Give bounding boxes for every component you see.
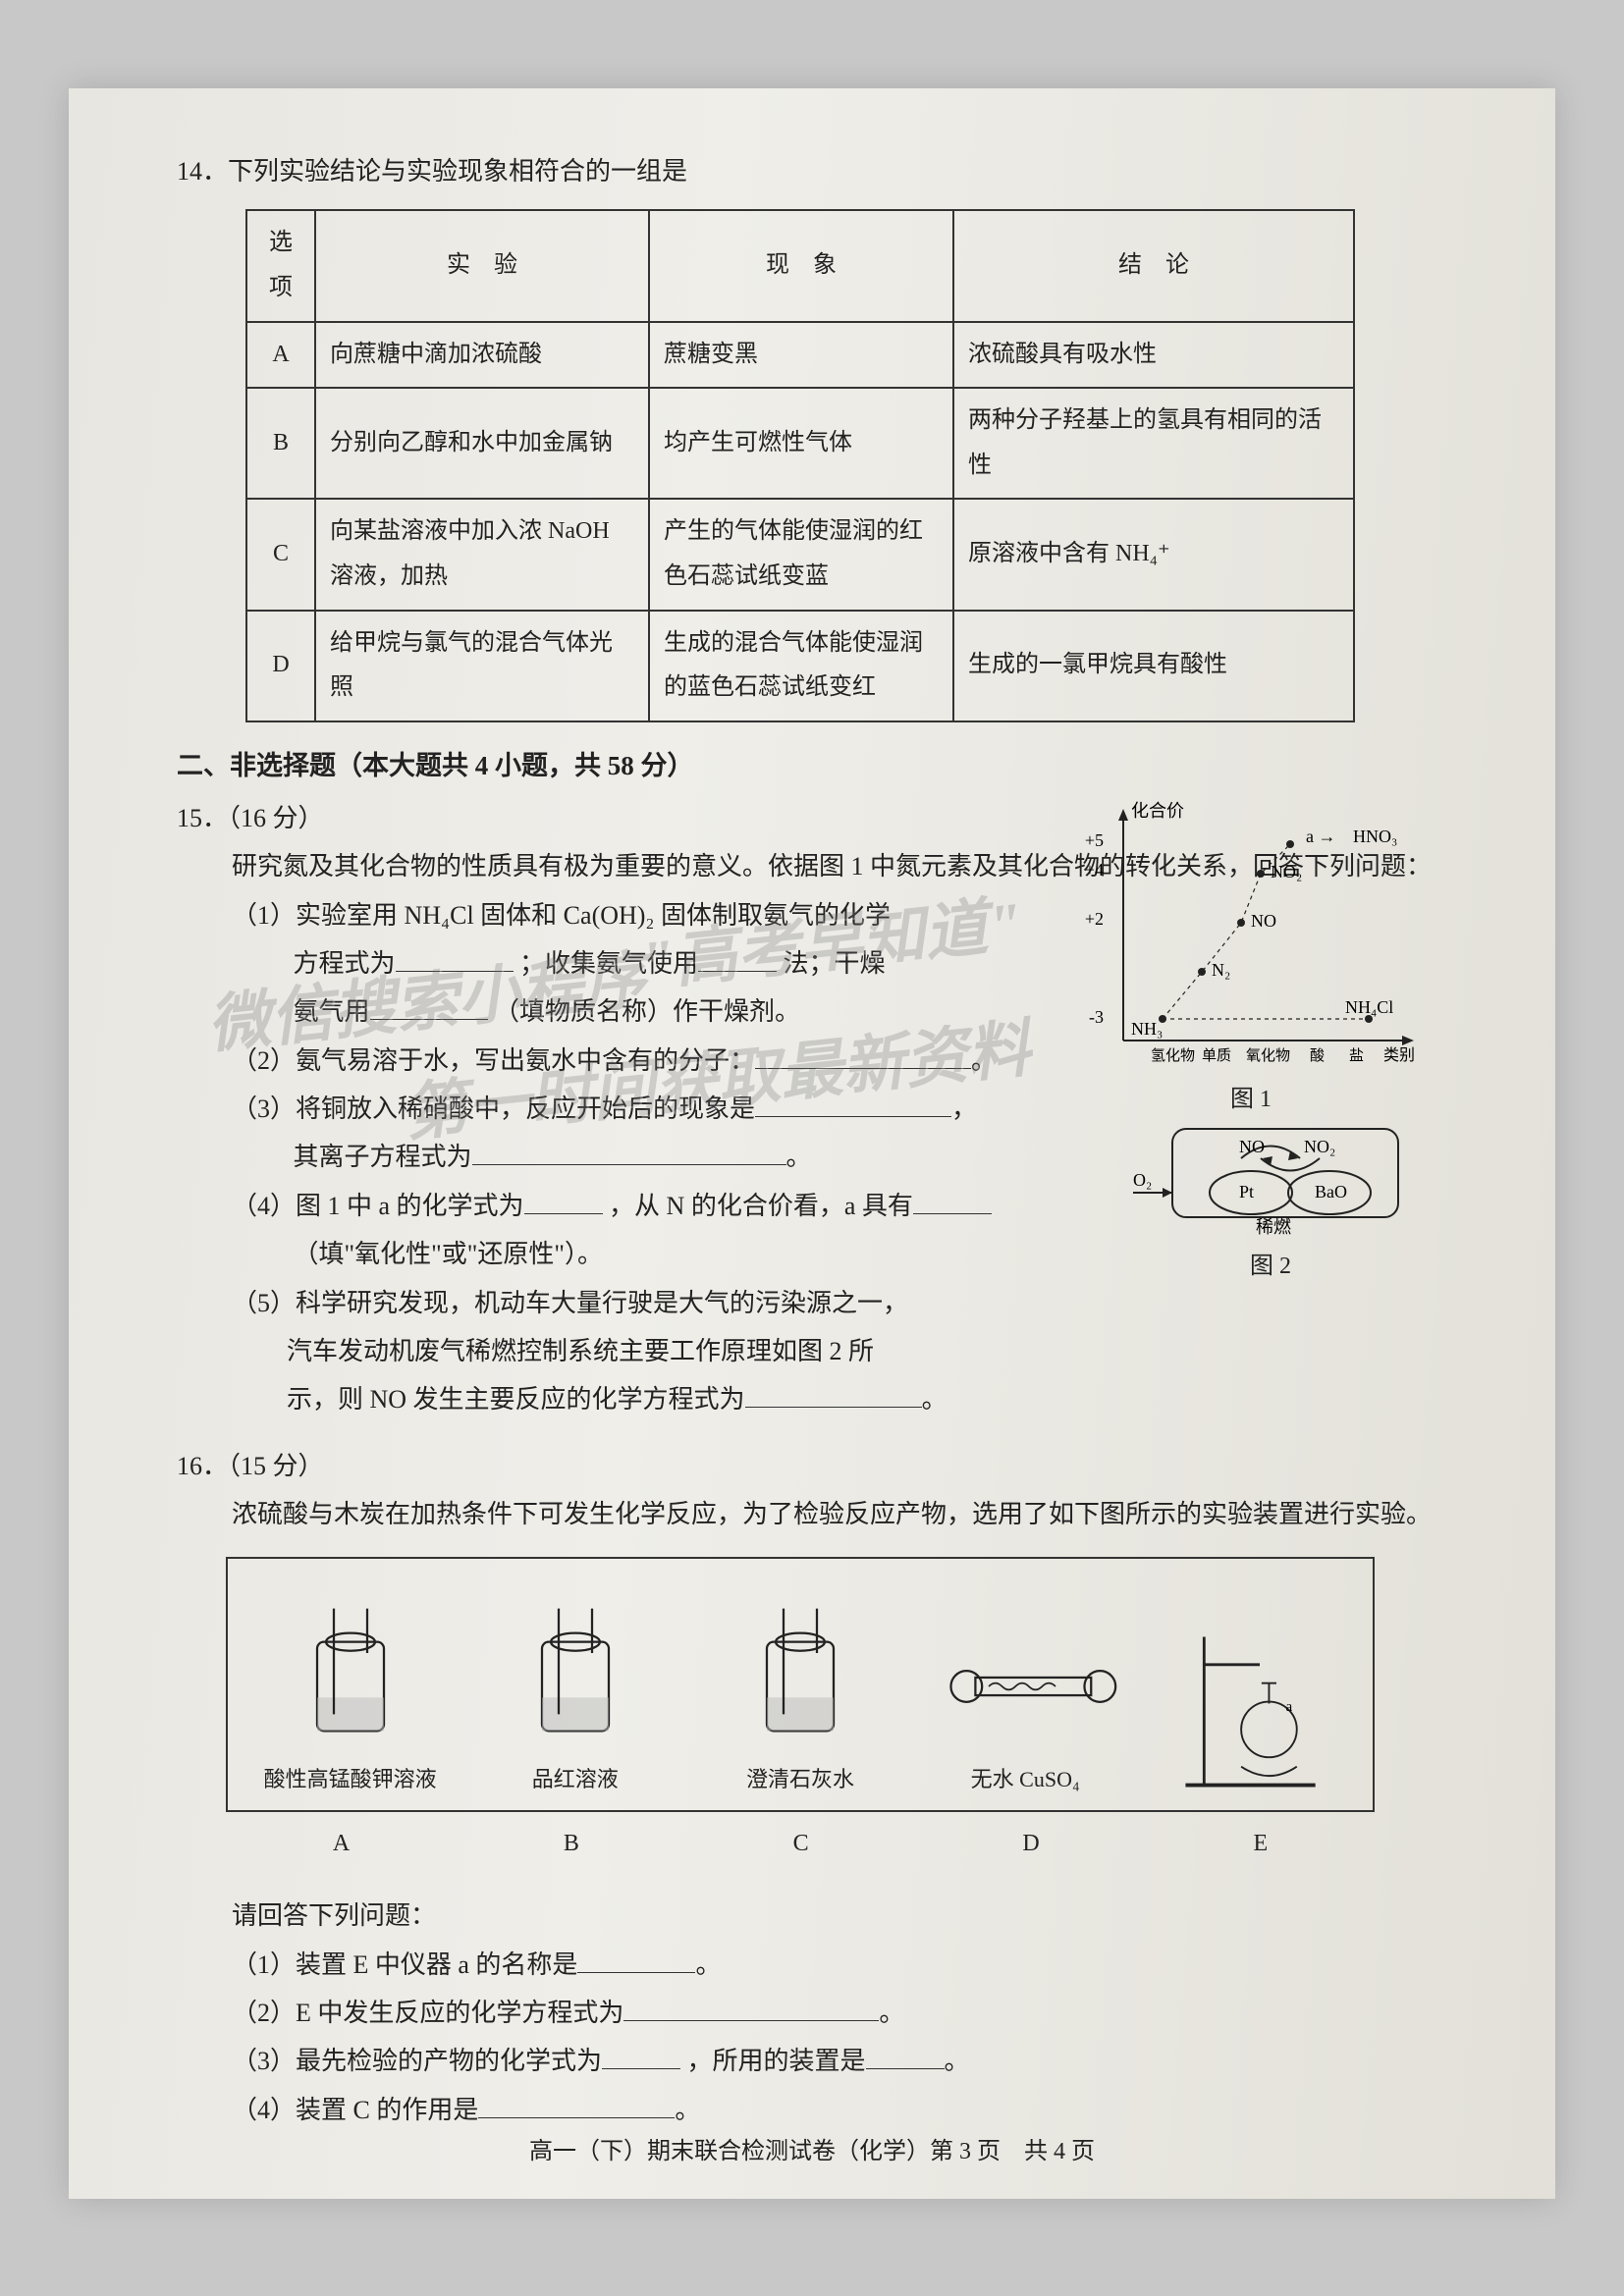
blank bbox=[698, 943, 777, 972]
question-16: 16．（15 分） 浓硫酸与木炭在加热条件下可发生化学反应，为了检验反应产物，选… bbox=[177, 1442, 1447, 2134]
blank bbox=[577, 1945, 695, 1973]
svg-text:氢化物: 氢化物 bbox=[1151, 1047, 1195, 1064]
fig1-svg: 化合价 +5 +4 +2 -3 a → HNO₃ NO₂ NO N₂ NH₃ N… bbox=[1074, 795, 1428, 1070]
q14-table: 选项 实 验 现 象 结 论 A 向蔗糖中滴加浓硫酸 蔗糖变黑 浓硫酸具有吸水性… bbox=[245, 209, 1355, 721]
table-row: B 分别向乙醇和水中加金属钠 均产生可燃性气体 两种分子羟基上的氢具有相同的活性 bbox=[246, 388, 1354, 499]
svg-text:BaO: BaO bbox=[1315, 1182, 1347, 1201]
apparatus-A: 酸性高锰酸钾溶液 bbox=[247, 1586, 454, 1800]
svg-text:NH₄Cl: NH₄Cl bbox=[1345, 997, 1393, 1017]
fig2-svg: Pt BaO NO NO₂ O₂ 稀燃 bbox=[1123, 1119, 1418, 1237]
th-exp: 实 验 bbox=[315, 210, 649, 321]
q14-number: 14． bbox=[177, 157, 228, 186]
fig1-caption: 图 1 bbox=[1074, 1079, 1428, 1113]
blank bbox=[478, 2090, 675, 2118]
table-row: A 向蔗糖中滴加浓硫酸 蔗糖变黑 浓硫酸具有吸水性 bbox=[246, 322, 1354, 389]
q16-s1: （1）装置 E 中仪器 a 的名称是。 bbox=[177, 1941, 1447, 1989]
blank bbox=[370, 992, 488, 1021]
blank bbox=[745, 1380, 922, 1409]
svg-text:a →: a → bbox=[1306, 827, 1336, 846]
th-phen: 现 象 bbox=[649, 210, 953, 321]
svg-text:稀燃: 稀燃 bbox=[1256, 1217, 1291, 1237]
blank bbox=[913, 1186, 992, 1214]
svg-text:+2: +2 bbox=[1085, 909, 1104, 929]
svg-text:盐: 盐 bbox=[1349, 1047, 1364, 1064]
blank bbox=[623, 1993, 879, 2021]
figure-2: Pt BaO NO NO₂ O₂ 稀燃 图 2 bbox=[1123, 1119, 1418, 1266]
blank bbox=[396, 943, 514, 972]
drying-tube-icon bbox=[922, 1586, 1145, 1753]
svg-text:氧化物: 氧化物 bbox=[1246, 1047, 1290, 1064]
th-opt: 选项 bbox=[246, 210, 315, 321]
q15-p2: （2）氨气易溶于水，写出氨水中含有的分子：。 bbox=[177, 1037, 1041, 1085]
blank bbox=[472, 1138, 786, 1166]
q15-p3: （3）将铜放入稀硝酸中，反应开始后的现象是， 其离子方程式为。 bbox=[177, 1085, 1041, 1182]
q15-p1: （1）实验室用 NH₄Cl 固体和 Ca(OH)₂ 固体制取氨气的化学 方程式为… bbox=[177, 891, 1041, 1037]
blank bbox=[755, 1089, 951, 1117]
table-row: C 向某盐溶液中加入浓 NaOH 溶液，加热 产生的气体能使湿润的红色石蕊试纸变… bbox=[246, 499, 1354, 610]
blank bbox=[866, 2042, 945, 2070]
blank bbox=[602, 2042, 680, 2070]
q16-s2: （2）E 中发生反应的化学方程式为。 bbox=[177, 1989, 1447, 2037]
svg-text:a: a bbox=[1285, 1699, 1292, 1715]
apparatus-B: 品红溶液 bbox=[472, 1586, 678, 1800]
q16-intro: 浓硫酸与木炭在加热条件下可发生化学反应，为了检验反应产物，选用了如下图所示的实验… bbox=[177, 1490, 1447, 1538]
q15-p5: （5）科学研究发现，机动车大量行驶是大气的污染源之一， 汽车发动机废气稀燃控制系… bbox=[177, 1279, 1041, 1424]
q16-s3: （3）最先检验的产物的化学式为 ，所用的装置是。 bbox=[177, 2037, 1447, 2085]
svg-text:HNO₃: HNO₃ bbox=[1353, 827, 1397, 846]
figure-1: 化合价 +5 +4 +2 -3 a → HNO₃ NO₂ NO N₂ NH₃ N… bbox=[1074, 795, 1428, 1099]
q16-s4: （4）装置 C 的作用是。 bbox=[177, 2086, 1447, 2134]
question-14: 14．下列实验结论与实验现象相符合的一组是 选项 实 验 现 象 结 论 A 向… bbox=[177, 147, 1447, 722]
svg-text:NO₂: NO₂ bbox=[1271, 862, 1302, 881]
blank bbox=[755, 1041, 971, 1069]
svg-text:NH₃: NH₃ bbox=[1131, 1019, 1163, 1039]
svg-text:N₂: N₂ bbox=[1212, 960, 1230, 980]
stand-flask-icon: a bbox=[1176, 1628, 1325, 1794]
apparatus-E: a bbox=[1147, 1628, 1353, 1800]
section-2-title: 二、非选择题（本大题共 4 小题，共 58 分） bbox=[177, 744, 1447, 782]
svg-text:NO: NO bbox=[1239, 1137, 1265, 1156]
blank bbox=[524, 1186, 603, 1214]
bottle-icon bbox=[509, 1586, 642, 1753]
svg-text:+4: +4 bbox=[1085, 860, 1104, 880]
svg-text:NO₂: NO₂ bbox=[1304, 1137, 1335, 1156]
svg-text:化合价: 化合价 bbox=[1131, 801, 1184, 821]
apparatus-D: 无水 CuSO₄ bbox=[922, 1586, 1128, 1800]
fig2-caption: 图 2 bbox=[1123, 1246, 1418, 1280]
svg-text:+5: +5 bbox=[1085, 830, 1104, 850]
bottle-icon bbox=[284, 1586, 417, 1753]
svg-text:Pt: Pt bbox=[1239, 1182, 1254, 1201]
q14-stem: 下列实验结论与实验现象相符合的一组是 bbox=[228, 157, 687, 186]
table-row: D 给甲烷与氯气的混合气体光照 生成的混合气体能使湿润的蓝色石蕊试纸变红 生成的… bbox=[246, 611, 1354, 721]
svg-text:单质: 单质 bbox=[1202, 1047, 1231, 1064]
svg-text:-3: -3 bbox=[1089, 1007, 1104, 1027]
svg-text:O₂: O₂ bbox=[1133, 1170, 1152, 1190]
svg-text:类别: 类别 bbox=[1383, 1046, 1415, 1064]
page-footer: 高一（下）期末联合检测试卷（化学）第 3 页 共 4 页 bbox=[69, 2131, 1555, 2165]
q16-ask: 请回答下列问题： bbox=[177, 1892, 1447, 1940]
exam-page: 14．下列实验结论与实验现象相符合的一组是 选项 实 验 现 象 结 论 A 向… bbox=[69, 88, 1555, 2199]
bottle-icon bbox=[733, 1586, 867, 1753]
svg-text:NO: NO bbox=[1251, 911, 1276, 931]
svg-text:酸: 酸 bbox=[1310, 1047, 1325, 1064]
apparatus-ids: A B C D E bbox=[226, 1822, 1375, 1867]
q16-heading: 16．（15 分） bbox=[177, 1442, 1447, 1490]
th-conc: 结 论 bbox=[953, 210, 1354, 321]
q15-p4: （4）图 1 中 a 的化学式为 ，从 N 的化合价看，a 具有 （填"氧化性"… bbox=[177, 1182, 1041, 1279]
apparatus-box: 酸性高锰酸钾溶液 品红溶液 bbox=[226, 1557, 1375, 1812]
apparatus-C: 澄清石灰水 bbox=[697, 1586, 903, 1800]
